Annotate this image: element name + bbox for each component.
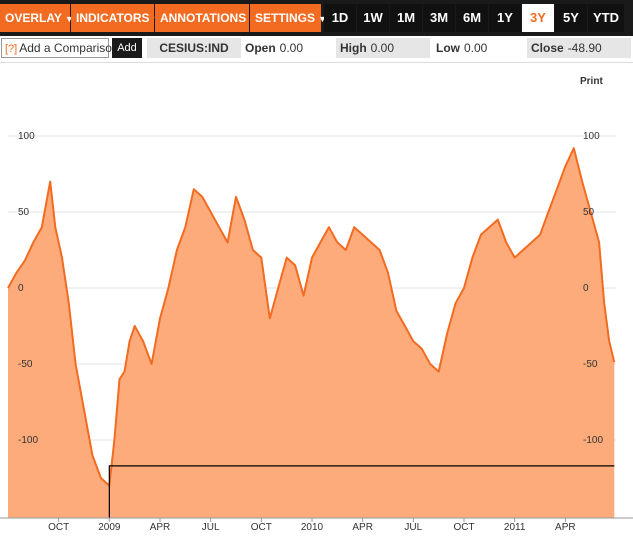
indicators-menu-label: INDICATORS xyxy=(76,11,150,25)
range-6m-button[interactable]: 6M xyxy=(456,4,488,32)
y-tick-label: -50 xyxy=(583,359,598,370)
range-3m-button[interactable]: 3M xyxy=(423,4,455,32)
y-tick-label: -50 xyxy=(18,359,33,370)
open-value: 0.00 xyxy=(279,41,304,55)
x-tick-label: 2011 xyxy=(504,522,526,533)
low-stat: Low 0.00 xyxy=(434,38,524,58)
x-tick-label: OCT xyxy=(251,522,272,533)
open-stat: Open 0.00 xyxy=(245,38,333,58)
range-1w-button[interactable]: 1W xyxy=(357,4,389,32)
series-line xyxy=(7,147,616,487)
x-tick-label: OCT xyxy=(453,522,474,533)
overlay-menu-label: OVERLAY xyxy=(5,11,62,25)
y-axis-labels-right: 100 50 0 -50 -100 xyxy=(583,131,603,446)
y-tick-label: 100 xyxy=(18,131,35,142)
low-label: Low xyxy=(436,41,460,55)
y-tick-label: 100 xyxy=(583,131,600,142)
low-value: 0.00 xyxy=(464,41,488,55)
help-icon[interactable]: [?] xyxy=(5,43,18,55)
chevron-down-icon: ▼ xyxy=(318,14,327,24)
range-ytd-button[interactable]: YTD xyxy=(588,4,624,32)
annotations-menu-button[interactable]: ANNOTATIONS▼ xyxy=(155,4,258,32)
print-link[interactable]: Print xyxy=(580,76,603,87)
add-comparison-input[interactable]: [?] Add a Comparison xyxy=(1,38,119,58)
x-tick-label: 2009 xyxy=(98,522,121,533)
range-1y-button[interactable]: 1Y xyxy=(489,4,521,32)
open-label: Open xyxy=(245,41,276,55)
add-comparison-button[interactable]: Add xyxy=(112,38,142,58)
close-value: -48.90 xyxy=(567,41,602,55)
high-value: 0.00 xyxy=(370,41,395,55)
x-axis-labels: OCT 2009 APR JUL OCT 2010 APR JUL OCT 2011 APR xyxy=(48,518,576,533)
settings-menu-label: SETTINGS xyxy=(255,11,316,25)
area-fill xyxy=(8,148,615,518)
x-tick-label: OCT xyxy=(48,522,69,533)
chevron-down-icon: ▼ xyxy=(64,14,74,24)
range-1d-button[interactable]: 1D xyxy=(324,4,356,32)
x-tick-label: 2010 xyxy=(301,522,324,533)
y-tick-label: -100 xyxy=(18,435,38,446)
add-comparison-placeholder: Add a Comparison xyxy=(19,41,119,55)
range-3y-button[interactable]: 3Y xyxy=(522,4,554,32)
range-1m-button[interactable]: 1M xyxy=(390,4,422,32)
y-tick-label: -100 xyxy=(583,435,603,446)
annotations-menu-label: ANNOTATIONS xyxy=(160,11,247,25)
x-tick-label: JUL xyxy=(202,522,220,533)
close-label: Close xyxy=(531,41,564,55)
high-label: High xyxy=(340,41,367,55)
overlay-menu-button[interactable]: OVERLAY ▼ xyxy=(0,4,74,32)
ticker-symbol: CESIUS:IND xyxy=(147,38,241,58)
close-stat: Close -48.90 xyxy=(527,38,631,58)
price-chart: 100 50 0 -50 -100 100 50 0 -50 -100 OCT 2009 APR JU… xyxy=(0,131,633,533)
x-tick-label: JUL xyxy=(404,522,422,533)
y-tick-label: 0 xyxy=(583,283,589,294)
indicators-menu-button[interactable]: INDICATORS▼ xyxy=(71,4,161,32)
y-tick-label: 0 xyxy=(18,283,24,294)
toolbar: OVERLAY▼ INDICATORS▼ ANNOTATIONS▼ SETTIN… xyxy=(0,0,633,36)
high-stat: High 0.00 xyxy=(336,38,430,58)
y-tick-label: 50 xyxy=(583,207,595,218)
y-tick-label: 50 xyxy=(18,207,30,218)
x-tick-label: APR xyxy=(555,522,576,533)
x-tick-label: APR xyxy=(150,522,171,533)
quote-infobar: [?] Add a Comparison Add CESIUS:IND Open 0… xyxy=(0,36,633,63)
range-5y-button[interactable]: 5Y xyxy=(555,4,587,32)
settings-menu-button[interactable]: SETTINGS ▼ xyxy=(250,4,327,32)
reference-line xyxy=(108,465,615,518)
y-axis-labels-left: 100 50 0 -50 -100 xyxy=(18,131,38,446)
x-tick-label: APR xyxy=(352,522,373,533)
